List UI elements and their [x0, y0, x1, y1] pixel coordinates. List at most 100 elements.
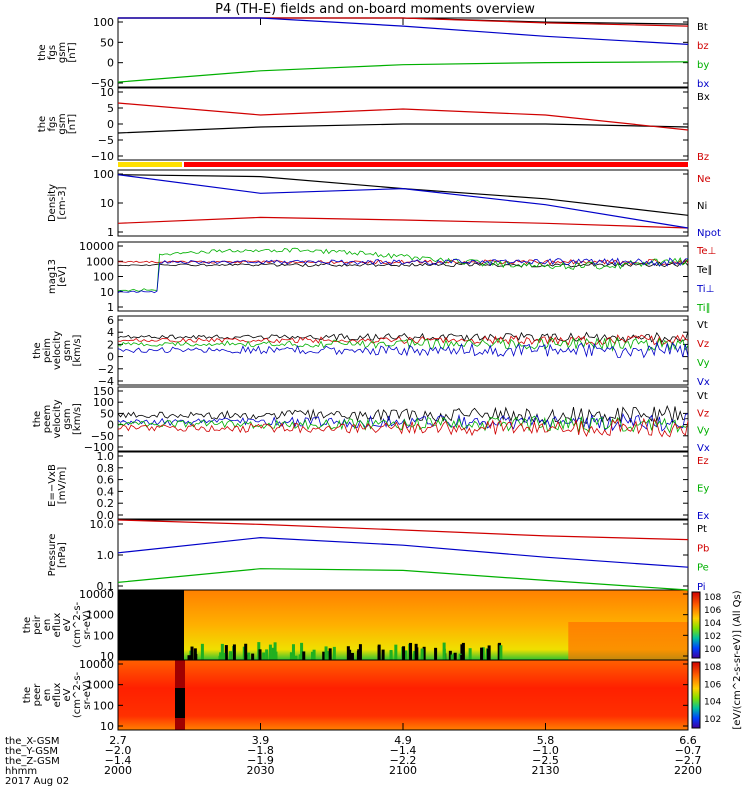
xaxis-row-label: 2017 Aug 02 — [5, 776, 69, 787]
ylabel: [mV/m] — [57, 467, 68, 505]
panel-frame — [118, 316, 688, 385]
series-by — [118, 62, 688, 82]
colorbar — [692, 592, 700, 658]
ytick-label: 0 — [107, 57, 114, 70]
xaxis-value: 2100 — [389, 764, 417, 777]
legend-Te⊥: Te⊥ — [696, 246, 716, 257]
ytick-label: 0 — [107, 118, 114, 131]
legend-Vy: Vy — [697, 426, 710, 437]
legend-Vx: Vx — [697, 377, 710, 388]
ytick-label: 2 — [107, 338, 114, 351]
legend-Pe: Pe — [697, 563, 709, 574]
peer-spectrogram-gap — [175, 688, 185, 718]
ytick-label: 1.0 — [97, 549, 115, 562]
ylabel: [eV] — [57, 266, 68, 287]
ytick-label: 10 — [100, 197, 114, 210]
ytick-label: 1 — [107, 301, 114, 314]
ytick-label: 10 — [100, 86, 114, 99]
colorbar-tick: 102 — [704, 715, 721, 725]
panel-frame — [118, 18, 688, 87]
legend-bx: bx — [697, 79, 709, 90]
legend-Pt: Pt — [697, 524, 707, 535]
panel-frame — [118, 170, 688, 236]
colorbar-tick: 106 — [704, 606, 721, 616]
ylabel: [km/s] — [72, 334, 83, 366]
series-Te-par — [118, 262, 688, 267]
legend-by: by — [697, 60, 709, 71]
series-Ni — [118, 175, 688, 216]
legend-Npot: Npot — [697, 228, 721, 239]
panel-frame — [118, 452, 688, 519]
colorbar-tick: 108 — [704, 593, 721, 603]
colorbar — [692, 662, 700, 728]
legend-Ex: Ex — [697, 511, 709, 522]
ytick-label: −10 — [91, 150, 114, 163]
legend-Vz: Vz — [697, 339, 709, 350]
ytick-label: 6 — [107, 314, 114, 327]
colorbar-tick: 102 — [704, 632, 721, 642]
ytick-label: −2 — [98, 363, 114, 376]
legend-Bx: Bx — [697, 92, 710, 103]
legend-Vz: Vz — [697, 408, 709, 419]
ytick-label: 100 — [93, 699, 114, 712]
ytick-label: 5 — [107, 102, 114, 115]
ylabel: sr-eV) — [82, 610, 93, 639]
ytick-label: 100 — [93, 629, 114, 642]
legend-Pb: Pb — [697, 543, 709, 554]
legend-Vx: Vx — [697, 443, 710, 454]
legend-Ti∥: Ti∥ — [696, 303, 711, 314]
colorbar-label: [eV/(cm^2-s-sr-eV)] (All Qs) — [732, 590, 743, 729]
xaxis-value: 2030 — [247, 764, 275, 777]
quality-flag-red — [184, 162, 688, 167]
colorbar-tick: 108 — [704, 663, 721, 673]
ylabel: [cm-3] — [57, 186, 68, 219]
legend-Vt: Vt — [697, 391, 708, 402]
legend-Bt: Bt — [697, 22, 708, 33]
ylabel: [km/s] — [72, 403, 83, 435]
xaxis-value: 2200 — [674, 764, 702, 777]
panel-frame — [118, 242, 688, 311]
colorbar-tick: 104 — [704, 619, 721, 629]
series-Bx — [118, 124, 688, 133]
colorbar-tick: 100 — [704, 645, 721, 655]
legend-Te∥: Te∥ — [696, 265, 713, 276]
xaxis-value: 2130 — [532, 764, 560, 777]
ytick-label: 100 — [93, 271, 114, 284]
peir-spectrogram-band — [568, 622, 688, 660]
ytick-label: 100 — [93, 168, 114, 181]
quality-flag-yellow — [118, 162, 182, 167]
ytick-label: 100 — [93, 16, 114, 29]
colorbar-tick: 106 — [704, 680, 721, 690]
ytick-label: 10 — [100, 720, 114, 733]
legend-Ti⊥: Ti⊥ — [696, 284, 714, 295]
legend-Ne: Ne — [697, 174, 711, 185]
ylabel: [nT] — [67, 42, 78, 62]
ytick-label: 10000 — [79, 588, 114, 601]
series-Bz — [118, 103, 688, 130]
legend-Pi: Pi — [697, 582, 706, 593]
ytick-label: 10.0 — [90, 518, 115, 531]
ytick-label: 0 — [107, 351, 114, 364]
legend-Ez: Ez — [697, 456, 709, 467]
ytick-label: 50 — [100, 36, 114, 49]
legend-Vy: Vy — [697, 358, 710, 369]
ytick-label: 10000 — [79, 240, 114, 253]
legend-Vt: Vt — [697, 320, 708, 331]
peer-spectrogram — [118, 660, 688, 730]
ytick-label: 1000 — [86, 255, 114, 268]
ytick-label: 1 — [107, 226, 114, 239]
ylabel: [nPa] — [57, 542, 68, 568]
series-Pe — [118, 569, 688, 590]
series-Ti-par — [118, 248, 688, 291]
ytick-label: 4 — [107, 326, 114, 339]
ylabel: [nT] — [67, 114, 78, 134]
ytick-label: 10000 — [79, 658, 114, 671]
legend-Bz: Bz — [697, 152, 709, 163]
legend-Ni: Ni — [697, 201, 707, 212]
ylabel: sr-eV) — [82, 680, 93, 709]
peir-spectrogram-gap — [118, 590, 184, 660]
series-Pb — [118, 520, 688, 540]
ytick-label: −5 — [98, 134, 114, 147]
legend-bz: bz — [697, 41, 709, 52]
